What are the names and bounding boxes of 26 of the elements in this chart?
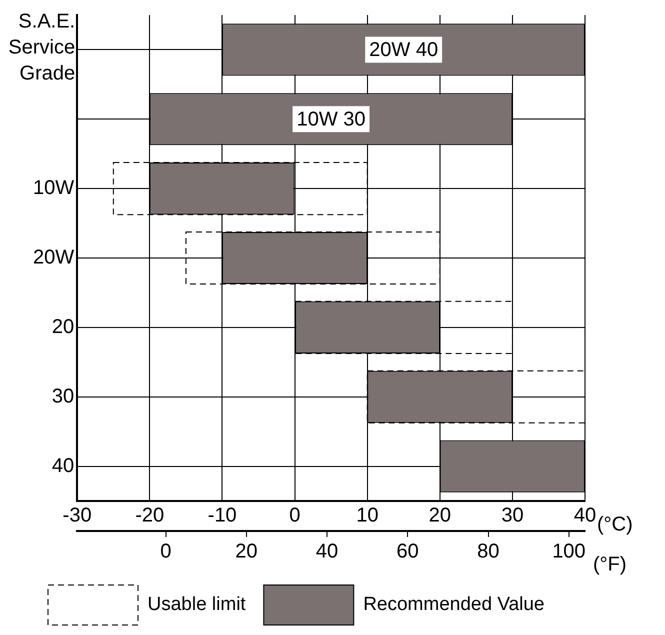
y-tick-label: 40 bbox=[52, 454, 74, 477]
x-tick-label: 10 bbox=[356, 504, 378, 527]
y-tick-label: 20W 40 bbox=[369, 39, 438, 62]
x2-tick-label: 20 bbox=[235, 540, 258, 563]
y-axis-title: S.A.E. Service Grade bbox=[8, 10, 76, 85]
y-tick-label: 20 bbox=[52, 316, 74, 338]
legend-label: Recommended Value bbox=[363, 594, 545, 616]
x2-axis-title: (°F) bbox=[593, 554, 627, 576]
x2-tick-label: 80 bbox=[477, 540, 500, 563]
y-tick-label: 10W 30 bbox=[296, 108, 366, 131]
x-tick-label: 30 bbox=[501, 504, 524, 527]
x-axis-title: (°C) bbox=[597, 514, 633, 536]
x2-tick-label: 40 bbox=[316, 540, 338, 563]
x2-tick-label: 100 bbox=[552, 540, 586, 563]
x-tick-label: -20 bbox=[135, 504, 164, 527]
x2-tick-label: 0 bbox=[160, 540, 172, 563]
x-tick-label: -10 bbox=[208, 504, 237, 527]
x-tick-label: 0 bbox=[289, 504, 300, 527]
x-tick-label: 20 bbox=[428, 504, 452, 527]
x-tick-label: -30 bbox=[62, 504, 92, 527]
legend-label: Usable limit bbox=[148, 594, 246, 616]
y-tick-label: 30 bbox=[52, 385, 74, 408]
y-tick-label: 20W bbox=[33, 246, 74, 269]
y-tick-label: 10W bbox=[33, 177, 74, 200]
x2-tick-label: 60 bbox=[396, 540, 419, 563]
x-tick-label: 40 bbox=[574, 504, 596, 527]
